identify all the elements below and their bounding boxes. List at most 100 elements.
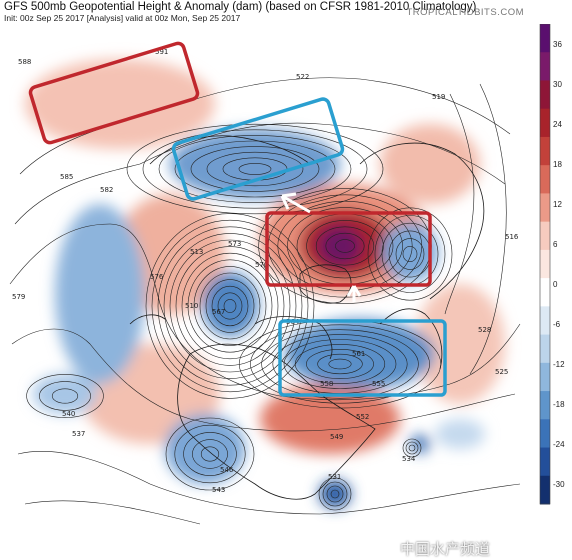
contour-value-label: 558 bbox=[320, 380, 333, 388]
contour-value-label: 510 bbox=[185, 302, 198, 310]
contour-value-label: 570 bbox=[255, 261, 268, 269]
height-contour bbox=[261, 329, 419, 399]
colorbar-tick-label: 18 bbox=[553, 160, 562, 169]
warm-anomaly-ne bbox=[380, 124, 480, 204]
height-contour bbox=[11, 328, 516, 432]
contour-value-label: 522 bbox=[296, 73, 309, 81]
contour-value-label: 513 bbox=[190, 248, 203, 256]
height-contour bbox=[181, 252, 279, 360]
height-contour bbox=[51, 388, 79, 404]
colorbar-swatch bbox=[540, 136, 550, 166]
europe-outline bbox=[379, 308, 443, 370]
contour-value-label: 534 bbox=[402, 455, 416, 463]
warm-anomaly-peak bbox=[318, 226, 362, 266]
contour-value-label: 528 bbox=[478, 326, 491, 334]
warm-highlight-box-nw bbox=[28, 41, 200, 145]
colorbar-swatch bbox=[540, 249, 550, 279]
height-contour bbox=[444, 93, 475, 315]
contour-value-label: 576 bbox=[150, 273, 164, 281]
alaska-outline bbox=[129, 314, 166, 325]
height-contour bbox=[206, 151, 304, 187]
height-contour bbox=[395, 238, 425, 270]
height-contour bbox=[157, 226, 303, 386]
colorbar-tick-label: -24 bbox=[553, 440, 565, 449]
height-contour bbox=[405, 441, 419, 455]
height-contour bbox=[322, 481, 348, 507]
height-contour bbox=[192, 439, 228, 469]
contour-value-label: 516 bbox=[505, 233, 519, 241]
greenland-outline bbox=[299, 264, 352, 304]
contour-value-label: 540 bbox=[62, 410, 75, 418]
cold-anomaly-hawaii bbox=[33, 374, 97, 414]
height-contour bbox=[26, 374, 104, 418]
cold-anomaly-low bbox=[202, 272, 258, 336]
map-init-valid-time: Init: 00z Sep 25 2017 [Analysis] valid a… bbox=[4, 13, 241, 23]
colorbar-swatch bbox=[540, 165, 550, 194]
warm-anomaly-atlantic bbox=[415, 284, 505, 404]
height-contour bbox=[317, 353, 363, 375]
contour-value-label: 582 bbox=[100, 186, 113, 194]
colorbar-swatch bbox=[540, 80, 550, 110]
contour-value-label: 585 bbox=[60, 173, 73, 181]
height-contour bbox=[174, 424, 246, 484]
height-contour bbox=[330, 489, 340, 499]
colorbar-tick-label: -18 bbox=[553, 400, 565, 409]
colorbar-swatch bbox=[540, 108, 550, 138]
height-contour bbox=[315, 226, 375, 266]
arrow-upper bbox=[280, 192, 311, 214]
colorbar-swatch bbox=[540, 52, 550, 81]
height-contour bbox=[190, 146, 320, 192]
height-contour bbox=[193, 266, 267, 346]
contour-value-label: 537 bbox=[72, 430, 85, 438]
contour-value-label: 555 bbox=[372, 380, 385, 388]
height-contour bbox=[277, 200, 413, 292]
contour-value-label: 519 bbox=[432, 93, 445, 101]
height-contour bbox=[14, 122, 506, 225]
height-contour bbox=[199, 272, 261, 340]
colorbar-swatch bbox=[540, 306, 550, 336]
colorbar-tick-label: 36 bbox=[553, 40, 562, 49]
height-contour bbox=[211, 285, 249, 327]
contour-value-label: 525 bbox=[495, 368, 508, 376]
height-contour bbox=[402, 438, 422, 458]
eurasia-outline bbox=[359, 142, 485, 300]
cold-highlight-box-atlantic bbox=[278, 319, 447, 397]
colorbar-tick-label: 0 bbox=[553, 280, 558, 289]
height-contour bbox=[200, 446, 220, 462]
colorbar-swatch bbox=[540, 193, 550, 223]
height-contour bbox=[374, 215, 446, 293]
height-contour bbox=[163, 233, 297, 379]
height-contour bbox=[469, 83, 507, 375]
colorbar-tick-label: -30 bbox=[553, 480, 565, 489]
colorbar-swatch bbox=[540, 24, 550, 53]
height-contour bbox=[217, 292, 243, 320]
colorbar-swatch bbox=[540, 475, 550, 505]
height-contour bbox=[158, 135, 352, 203]
height-contour bbox=[183, 432, 237, 476]
height-contour bbox=[169, 239, 291, 373]
height-contour bbox=[306, 348, 374, 379]
contour-value-label: 531 bbox=[328, 473, 341, 481]
contour-value-label: 546 bbox=[220, 466, 234, 474]
colorbar-frame bbox=[539, 24, 551, 505]
height-contour bbox=[165, 417, 255, 491]
contour-value-label: 567 bbox=[212, 308, 225, 316]
watermark-text: 中国水产频道 bbox=[400, 540, 491, 558]
height-contour bbox=[17, 451, 521, 515]
height-contour bbox=[145, 213, 315, 399]
colorbar-swatch bbox=[540, 419, 550, 449]
arrow-lower bbox=[346, 285, 362, 302]
contour-value-label: 588 bbox=[18, 58, 31, 66]
warm-anomaly-nw bbox=[25, 59, 215, 149]
height-contour bbox=[151, 219, 309, 393]
colorbar-swatch bbox=[540, 447, 550, 477]
height-contour bbox=[402, 246, 418, 263]
warm-highlight-box-center bbox=[265, 211, 432, 287]
colorbar: 36 30 24 18 12 6 0 -6 -12 -18 -24 -30 bbox=[539, 24, 565, 505]
height-contour bbox=[294, 344, 386, 384]
cold-anomaly-sw bbox=[165, 414, 245, 484]
colorbar-tick-label: 6 bbox=[553, 240, 558, 249]
height-contour bbox=[238, 163, 272, 175]
cold-anomaly-east bbox=[435, 419, 485, 449]
height-contour bbox=[187, 259, 273, 353]
